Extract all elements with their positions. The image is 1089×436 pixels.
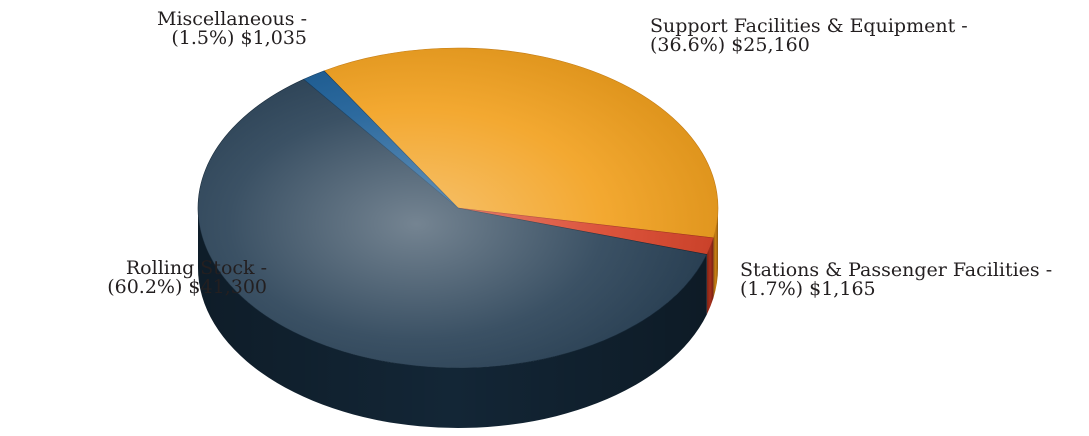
label-support-facilities-and-equipment: Support Facilities & Equipment -(36.6%) … — [650, 15, 968, 56]
label-rolling-stock-value: (60.2%) $41,300 — [107, 276, 267, 298]
label-miscellaneous-name: Miscellaneous - — [157, 8, 307, 30]
label-stations-and-passenger-facilities: Stations & Passenger Facilities -(1.7%) … — [740, 259, 1052, 300]
label-support-facilities-and-equipment-name: Support Facilities & Equipment - — [650, 15, 968, 37]
label-stations-and-passenger-facilities-name: Stations & Passenger Facilities - — [740, 259, 1052, 281]
label-stations-and-passenger-facilities-value: (1.7%) $1,165 — [740, 278, 876, 300]
label-miscellaneous-value: (1.5%) $1,035 — [171, 27, 307, 49]
label-miscellaneous: Miscellaneous -(1.5%) $1,035 — [157, 8, 307, 49]
label-support-facilities-and-equipment-value: (36.6%) $25,160 — [650, 34, 810, 56]
label-rolling-stock: Rolling Stock -(60.2%) $41,300 — [107, 257, 267, 298]
pie-side-shade-rolling-stock — [198, 208, 707, 428]
pie-top-layer — [197, 47, 719, 369]
slice-labels: Support Facilities & Equipment -(36.6%) … — [107, 8, 1052, 300]
label-rolling-stock-name: Rolling Stock - — [126, 257, 267, 279]
